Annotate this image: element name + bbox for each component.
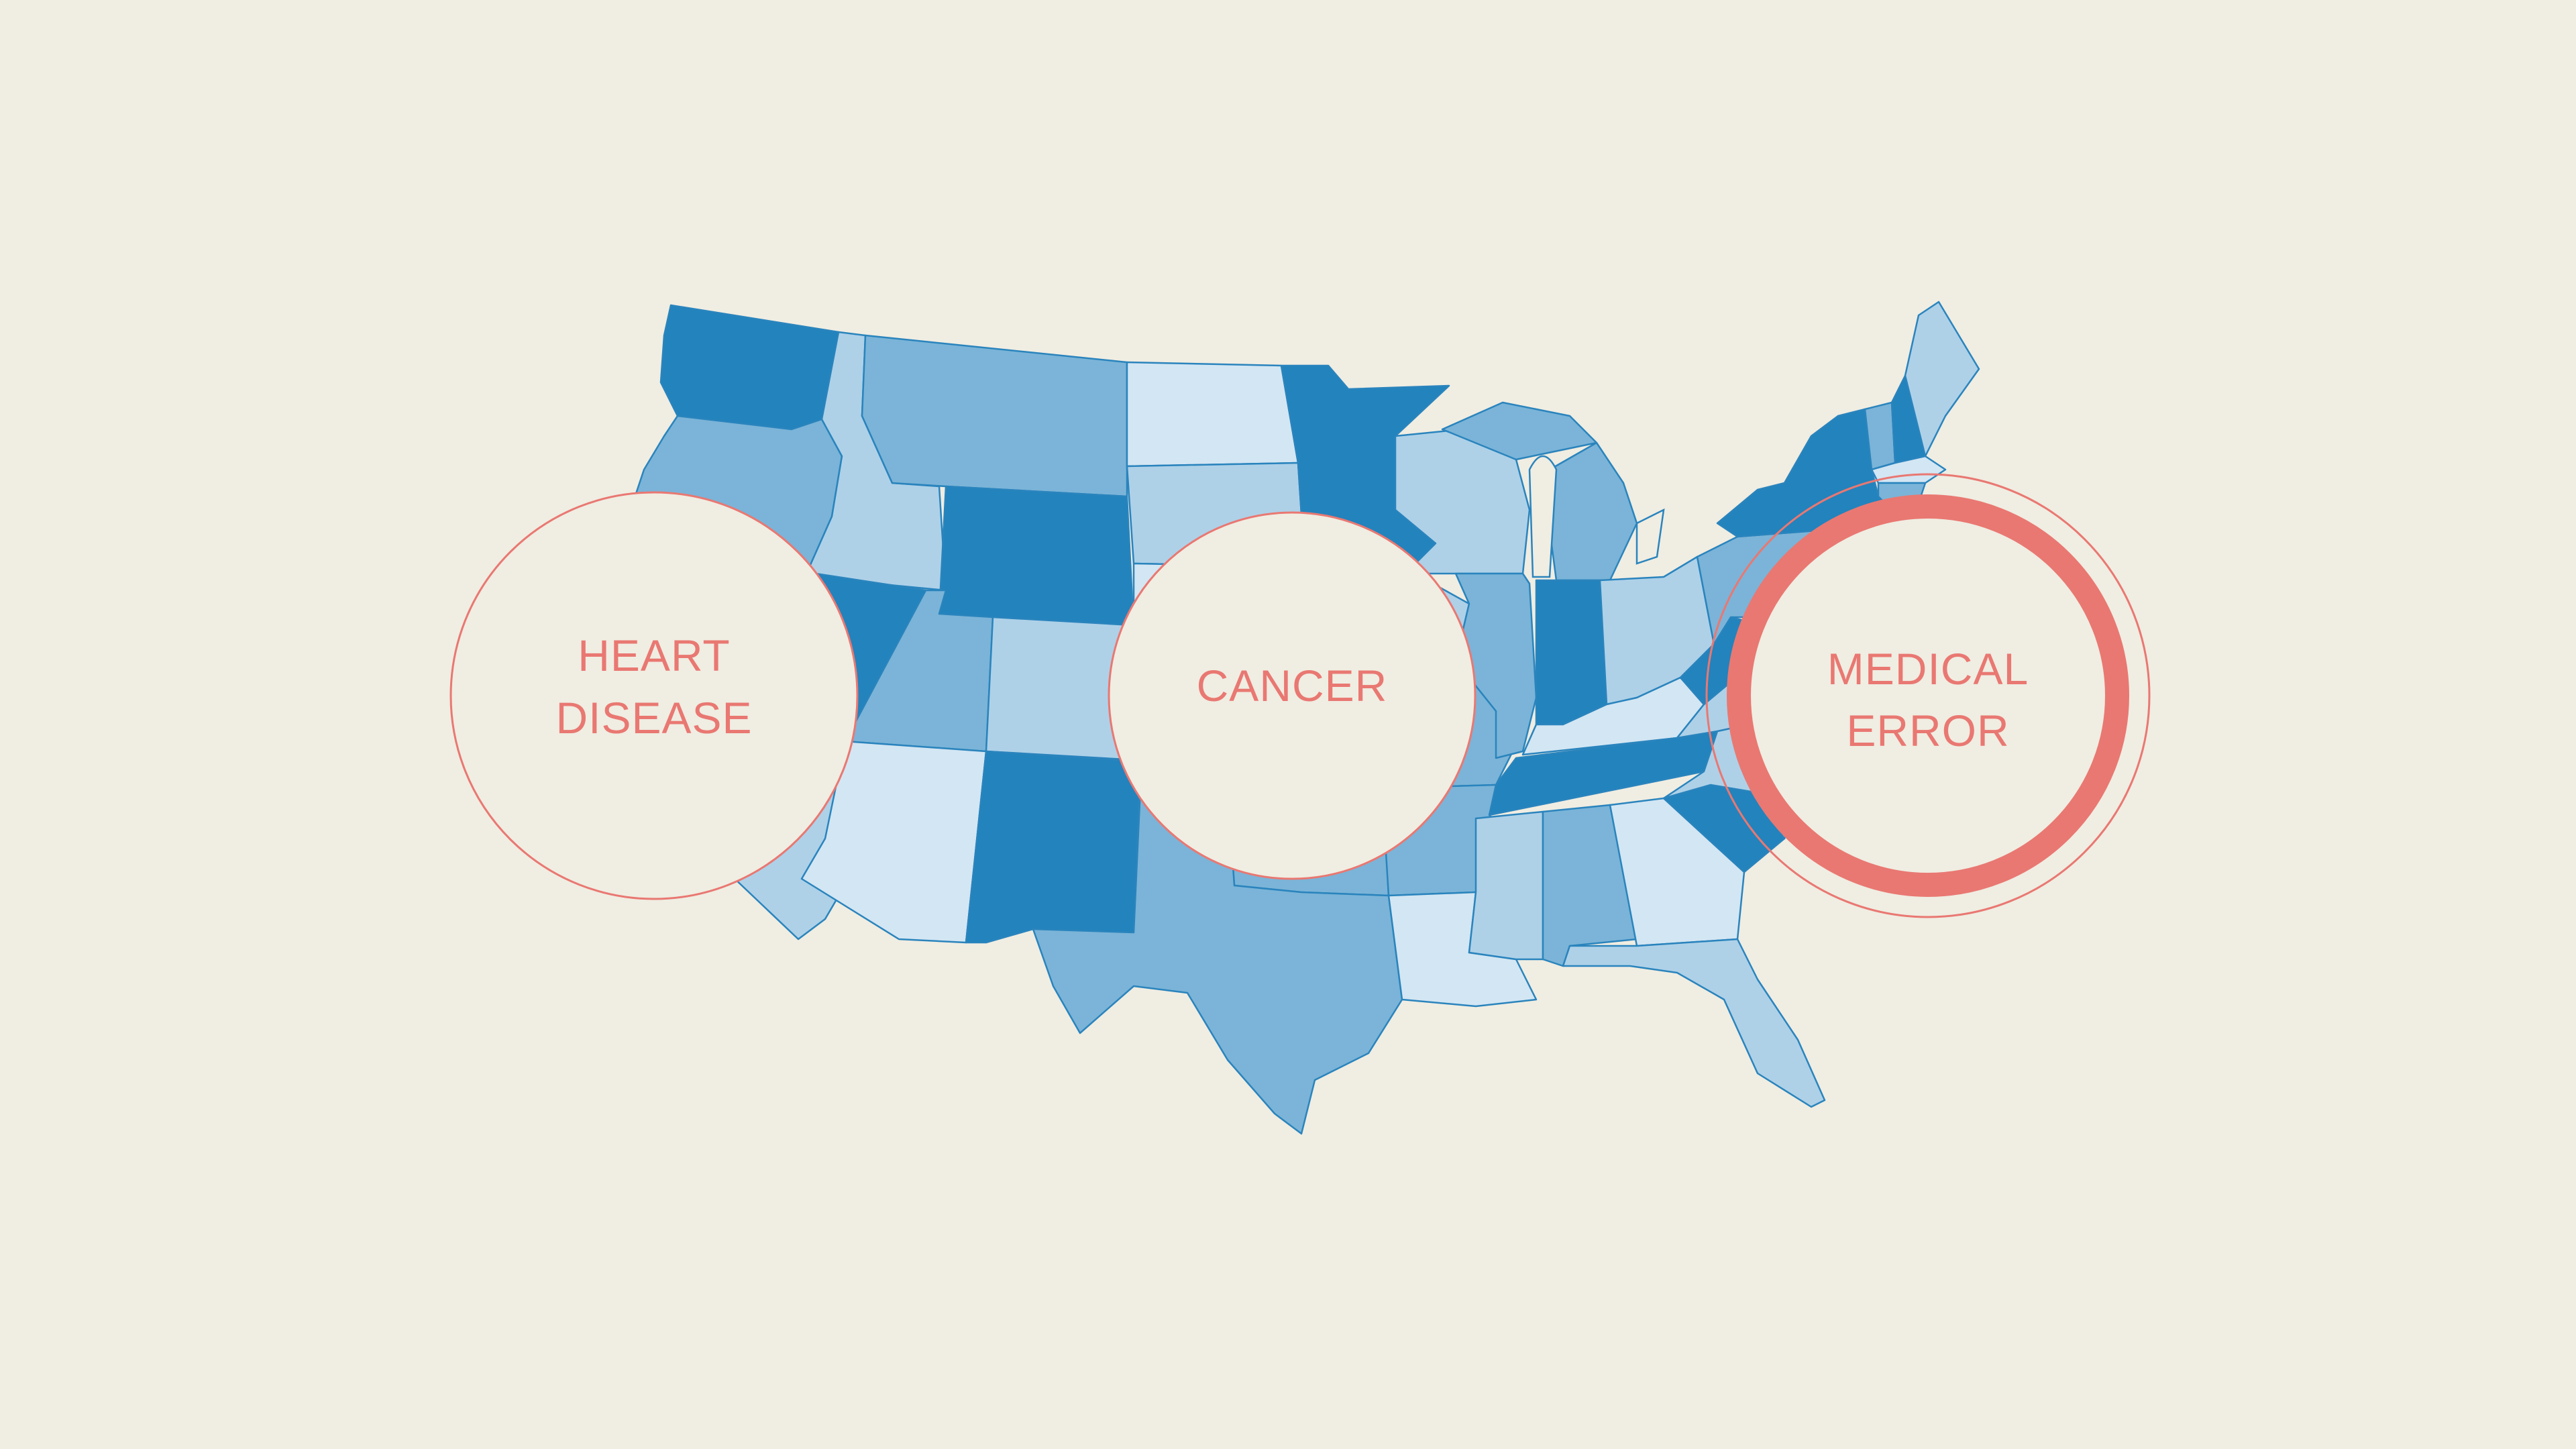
cause-label-medical-line2: ERROR xyxy=(1846,706,2009,755)
cause-outer-ring-medical-error xyxy=(1705,473,2151,918)
great-lakes xyxy=(1528,455,1665,578)
state-wyoming xyxy=(938,485,1135,629)
cause-cancer: CANCER xyxy=(1108,511,1477,880)
state-indiana xyxy=(1535,579,1608,726)
cause-circle-cancer xyxy=(1108,511,1477,880)
state-florida xyxy=(1562,938,1826,1108)
cause-medical-error: MEDICAL ERROR xyxy=(1705,473,2151,918)
state-texas xyxy=(1032,787,1403,1135)
cause-label-medical-line1: MEDICAL xyxy=(1827,644,2029,694)
state-montana xyxy=(861,334,1128,498)
state-washington xyxy=(659,304,840,431)
cause-circle-medical-error xyxy=(1727,494,2129,897)
state-north-dakota xyxy=(1126,361,1299,468)
cause-label-heart-line1: HEART xyxy=(578,631,731,680)
state-maine xyxy=(1904,301,1980,458)
state-new-mexico xyxy=(965,750,1142,944)
cause-heart-disease: HEART DISEASE xyxy=(449,491,859,900)
state-georgia xyxy=(1609,797,1746,947)
causes-layer: HEART DISEASE CANCER MEDICAL ERROR xyxy=(449,473,2151,918)
cause-label-heart-line2: DISEASE xyxy=(555,693,752,743)
state-mississippi xyxy=(1468,810,1544,961)
cause-circle-heart-disease xyxy=(449,491,859,900)
cause-label-cancer-line1: CANCER xyxy=(1197,661,1388,710)
